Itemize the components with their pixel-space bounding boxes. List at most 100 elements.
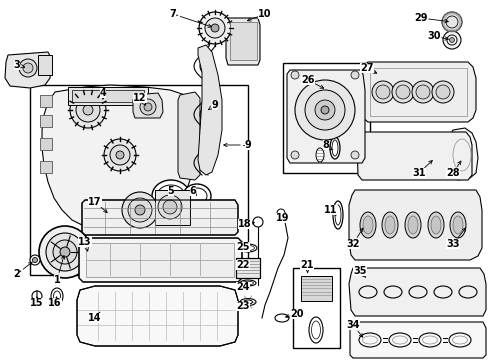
Circle shape xyxy=(431,81,453,103)
Polygon shape xyxy=(286,70,364,163)
Bar xyxy=(301,276,331,301)
Ellipse shape xyxy=(359,212,375,238)
Ellipse shape xyxy=(242,281,253,285)
Circle shape xyxy=(23,63,33,73)
Bar xyxy=(30,85,247,275)
Text: 24: 24 xyxy=(236,282,249,292)
Ellipse shape xyxy=(404,212,420,238)
Text: 8: 8 xyxy=(322,140,329,150)
Bar xyxy=(40,161,52,173)
Text: 33: 33 xyxy=(446,239,459,249)
Text: 22: 22 xyxy=(236,260,249,270)
Text: 5: 5 xyxy=(167,186,174,196)
Polygon shape xyxy=(349,322,485,358)
Circle shape xyxy=(435,85,449,99)
Text: 4: 4 xyxy=(100,88,106,98)
Polygon shape xyxy=(360,62,475,122)
Polygon shape xyxy=(79,238,242,282)
Circle shape xyxy=(83,105,93,115)
Circle shape xyxy=(104,139,136,171)
Bar xyxy=(40,95,52,107)
Ellipse shape xyxy=(329,137,339,159)
Ellipse shape xyxy=(332,201,342,229)
Text: 35: 35 xyxy=(352,266,366,276)
Text: 28: 28 xyxy=(445,168,459,178)
Bar xyxy=(40,115,52,127)
Circle shape xyxy=(442,31,460,49)
Text: 16: 16 xyxy=(48,298,61,308)
Circle shape xyxy=(371,81,393,103)
Ellipse shape xyxy=(53,291,61,301)
Ellipse shape xyxy=(186,188,206,204)
Ellipse shape xyxy=(452,216,462,234)
Polygon shape xyxy=(42,85,200,233)
Ellipse shape xyxy=(240,298,256,306)
Circle shape xyxy=(350,71,358,79)
Bar xyxy=(369,68,466,116)
Ellipse shape xyxy=(274,314,288,322)
Ellipse shape xyxy=(430,216,440,234)
Ellipse shape xyxy=(240,280,256,286)
Polygon shape xyxy=(348,268,485,316)
Circle shape xyxy=(415,85,429,99)
Circle shape xyxy=(140,99,156,115)
Ellipse shape xyxy=(449,212,465,238)
Circle shape xyxy=(60,247,70,257)
Text: 23: 23 xyxy=(236,301,249,311)
Bar xyxy=(72,90,143,102)
Polygon shape xyxy=(82,200,238,235)
Ellipse shape xyxy=(241,246,254,251)
Text: 29: 29 xyxy=(413,13,427,23)
Circle shape xyxy=(158,195,182,219)
Circle shape xyxy=(32,291,42,301)
Text: 17: 17 xyxy=(88,197,102,207)
Circle shape xyxy=(46,233,84,271)
Ellipse shape xyxy=(407,216,417,234)
Text: 19: 19 xyxy=(276,213,289,223)
Bar xyxy=(155,190,190,225)
Circle shape xyxy=(110,145,130,165)
Ellipse shape xyxy=(381,212,397,238)
Circle shape xyxy=(276,209,285,217)
Polygon shape xyxy=(198,45,222,175)
Bar xyxy=(292,268,339,348)
Polygon shape xyxy=(356,132,471,180)
Polygon shape xyxy=(5,52,52,88)
Bar xyxy=(236,258,260,278)
Polygon shape xyxy=(225,18,260,65)
Text: 30: 30 xyxy=(427,31,440,41)
Circle shape xyxy=(116,151,124,159)
Ellipse shape xyxy=(362,216,372,234)
Bar xyxy=(38,55,52,75)
Ellipse shape xyxy=(331,140,337,156)
Ellipse shape xyxy=(152,180,190,212)
Circle shape xyxy=(290,151,298,159)
Bar xyxy=(283,63,369,173)
Circle shape xyxy=(294,80,354,140)
Ellipse shape xyxy=(427,212,443,238)
Ellipse shape xyxy=(239,244,257,252)
Ellipse shape xyxy=(384,216,394,234)
Circle shape xyxy=(375,85,389,99)
Circle shape xyxy=(19,59,37,77)
Text: 20: 20 xyxy=(290,309,303,319)
Circle shape xyxy=(210,24,219,32)
Ellipse shape xyxy=(51,288,63,304)
Circle shape xyxy=(122,192,158,228)
Text: 26: 26 xyxy=(301,75,314,85)
Circle shape xyxy=(143,103,152,111)
Text: 25: 25 xyxy=(236,242,249,252)
Text: 13: 13 xyxy=(78,237,92,247)
Bar xyxy=(236,258,260,278)
Ellipse shape xyxy=(311,321,320,339)
Circle shape xyxy=(395,85,409,99)
Bar xyxy=(86,243,234,277)
Circle shape xyxy=(411,81,433,103)
Text: 11: 11 xyxy=(324,205,337,215)
Ellipse shape xyxy=(243,300,252,304)
Text: 9: 9 xyxy=(244,140,251,150)
Circle shape xyxy=(30,255,40,265)
Circle shape xyxy=(446,35,456,45)
Text: 18: 18 xyxy=(238,219,251,229)
Text: 6: 6 xyxy=(189,186,196,196)
